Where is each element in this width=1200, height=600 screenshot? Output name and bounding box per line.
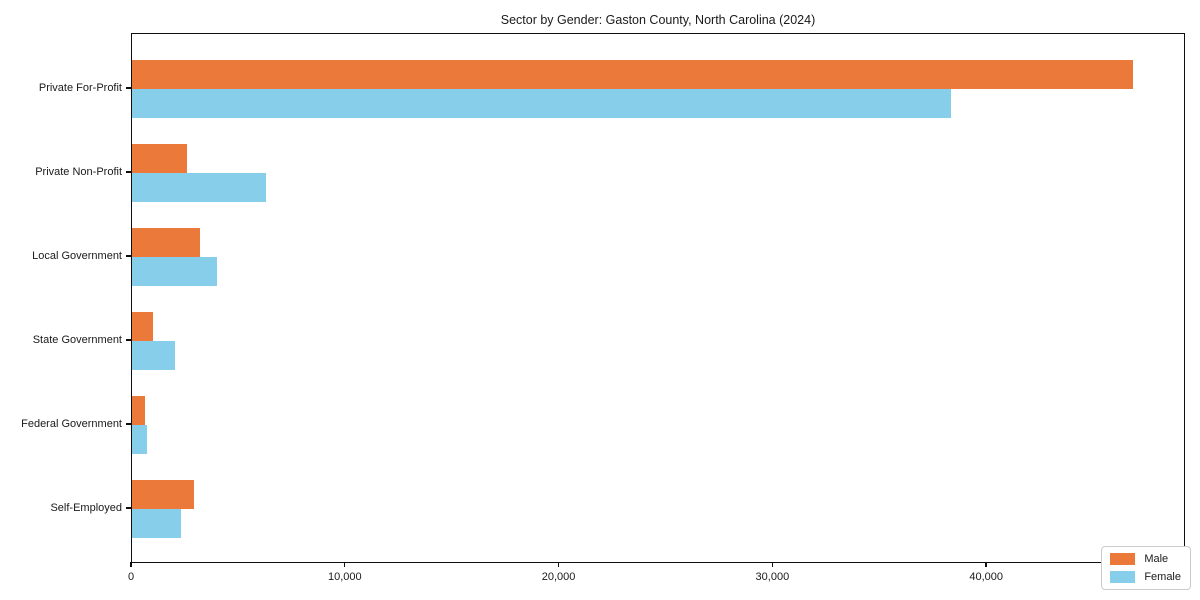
x-tick-label: 40,000	[969, 571, 1003, 583]
y-tick-label: State Government	[32, 334, 122, 346]
bar-male-1	[132, 144, 188, 173]
y-tick-label: Local Government	[32, 250, 122, 262]
bar-female-1	[132, 173, 267, 202]
x-tick-mark	[130, 562, 132, 567]
bar-male-4	[132, 396, 145, 425]
x-tick-mark	[557, 562, 560, 567]
y-tick-label: Federal Government	[21, 418, 122, 430]
y-tick-mark	[126, 339, 131, 341]
x-tick-label: 0	[127, 571, 135, 583]
legend-entry-male: Male	[1110, 553, 1181, 565]
y-tick-label: Self-Employed	[50, 502, 122, 514]
bar-male-0	[132, 60, 1133, 89]
y-tick-mark	[126, 255, 131, 257]
y-tick-label: Private For-Profit	[38, 82, 122, 94]
x-tick-mark	[344, 562, 346, 567]
y-tick-mark	[126, 507, 131, 509]
bar-male-3	[132, 312, 154, 341]
x-tick-mark	[771, 562, 774, 567]
bar-female-0	[132, 89, 952, 118]
bar-female-4	[132, 425, 147, 454]
plot-area	[131, 33, 1185, 563]
bar-male-2	[132, 228, 201, 257]
legend-label-male: Male	[1144, 553, 1169, 565]
x-tick-label: 20,000	[541, 571, 576, 583]
bar-female-5	[132, 509, 182, 538]
bar-female-2	[132, 257, 218, 286]
y-tick-mark	[126, 171, 131, 173]
legend-swatch-female	[1110, 571, 1136, 583]
y-tick-mark	[126, 423, 131, 425]
bar-male-5	[132, 480, 194, 509]
x-tick-mark	[985, 562, 987, 567]
legend-swatch-male	[1110, 553, 1136, 565]
x-tick-label: 30,000	[755, 571, 790, 583]
bar-female-3	[132, 341, 175, 370]
legend: Male Female	[1101, 546, 1191, 590]
y-tick-label: Private Non-Profit	[35, 166, 122, 178]
legend-entry-female: Female	[1110, 571, 1181, 583]
legend-label-female: Female	[1144, 571, 1181, 583]
chart-title: Sector by Gender: Gaston County, North C…	[500, 13, 816, 27]
y-tick-mark	[126, 87, 131, 89]
x-tick-label: 10,000	[327, 571, 362, 583]
